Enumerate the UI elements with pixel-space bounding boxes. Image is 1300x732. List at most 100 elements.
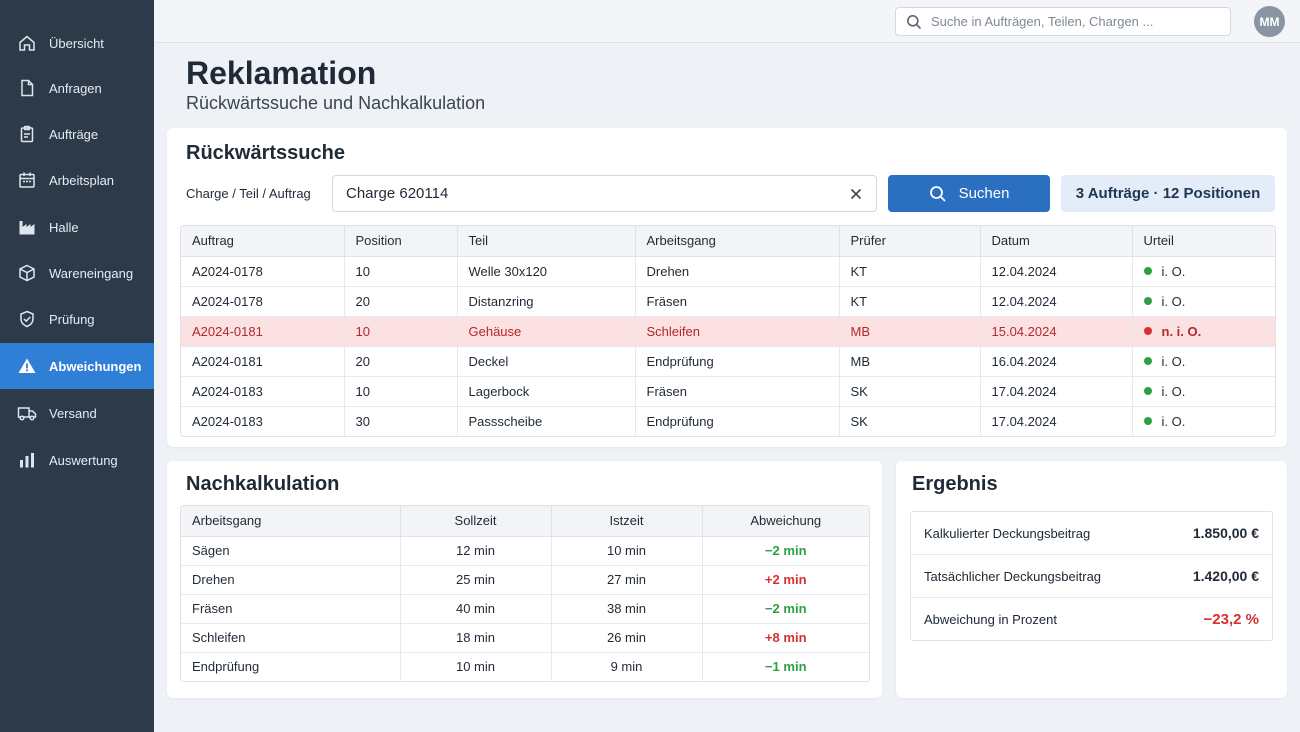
sidebar-item-wareneingang[interactable]: Wareneingang: [0, 250, 154, 296]
result-value: 1.420,00 €: [1192, 568, 1259, 584]
status-dot-ok: [1143, 297, 1152, 306]
avatar[interactable]: MM: [1254, 6, 1285, 37]
sidebar-item-anfragen[interactable]: Anfragen: [0, 65, 154, 111]
cell-operation: Fräsen: [635, 286, 840, 317]
sidebar-item-label: Auswertung: [49, 452, 118, 468]
column-header-part[interactable]: Teil: [457, 226, 636, 257]
clear-icon[interactable]: [848, 186, 864, 202]
table-row[interactable]: A2024-0178 10 Welle 30x120 Drehen KT 12.…: [181, 256, 1275, 287]
cell-date: 17.04.2024: [980, 406, 1133, 436]
cell-order: A2024-0178: [181, 256, 345, 287]
cell-operation: Drehen: [635, 256, 840, 287]
column-header-deviation[interactable]: Abweichung: [702, 506, 869, 537]
cell-date: 12.04.2024: [980, 286, 1133, 317]
table-row[interactable]: A2024-0183 10 Lagerbock Fräsen SK 17.04.…: [181, 376, 1275, 407]
column-header-date[interactable]: Datum: [980, 226, 1133, 257]
table-row[interactable]: Fräsen 40 min 38 min −2 min: [181, 594, 869, 624]
search-field-label: Charge / Teil / Auftrag: [186, 186, 311, 201]
cell-part: Welle 30x120: [457, 256, 636, 287]
column-header-actual-time[interactable]: Istzeit: [551, 506, 703, 537]
sidebar-item-pruefung[interactable]: Prüfung: [0, 296, 154, 342]
cell-order: A2024-0181: [181, 346, 345, 377]
warning-icon: [17, 356, 37, 376]
factory-icon: [17, 217, 37, 237]
cell-inspector: KT: [839, 286, 981, 317]
verdict-label: i. O.: [1161, 383, 1186, 399]
clipboard-icon: [17, 124, 37, 144]
sidebar-item-label: Übersicht: [49, 35, 104, 51]
column-header-position[interactable]: Position: [344, 226, 458, 257]
sidebar-item-label: Halle: [49, 219, 79, 235]
cell-operation: Fräsen: [635, 376, 840, 407]
result-row-deviation-percent: Abweichung in Prozent −23,2 %: [911, 598, 1272, 641]
cell-position: 30: [344, 406, 458, 436]
column-header-operation[interactable]: Arbeitsgang: [635, 226, 840, 257]
verdict-label: i. O.: [1161, 263, 1186, 279]
sidebar-item-label: Anfragen: [49, 80, 102, 96]
cell-planned-time: 40 min: [400, 594, 552, 624]
cell-position: 10: [344, 376, 458, 407]
page-title: Reklamation: [186, 55, 377, 91]
table-row[interactable]: A2024-0183 30 Passscheibe Endprüfung SK …: [181, 406, 1275, 436]
cell-verdict: i. O.: [1132, 376, 1275, 407]
sidebar-item-auswertung[interactable]: Auswertung: [0, 437, 154, 483]
table-row[interactable]: Drehen 25 min 27 min +2 min: [181, 565, 869, 595]
cell-part: Lagerbock: [457, 376, 636, 407]
charge-search-field[interactable]: [332, 175, 877, 212]
cell-position: 10: [344, 256, 458, 287]
calendar-icon: [17, 170, 37, 190]
orders-table-wrapper: Auftrag Position Teil Arbeitsgang Prüfer…: [180, 225, 1276, 437]
cell-order: A2024-0178: [181, 286, 345, 317]
search-button[interactable]: Suchen: [888, 175, 1050, 212]
table-row[interactable]: A2024-0178 20 Distanzring Fräsen KT 12.0…: [181, 286, 1275, 317]
cell-position: 20: [344, 286, 458, 317]
status-dot-ok: [1143, 417, 1152, 426]
cell-order: A2024-0183: [181, 406, 345, 436]
column-header-operation[interactable]: Arbeitsgang: [181, 506, 401, 537]
reverse-search-card: Rückwärtssuche Charge / Teil / Auftrag S…: [167, 128, 1287, 447]
sidebar-item-label: Wareneingang: [49, 265, 134, 281]
cell-order: A2024-0181: [181, 316, 345, 347]
cell-actual-time: 10 min: [551, 536, 703, 566]
cell-planned-time: 18 min: [400, 623, 552, 653]
cell-operation: Fräsen: [181, 594, 401, 624]
page-subtitle: Rückwärtssuche und Nachkalkulation: [186, 93, 486, 113]
result-value: 1.850,00 €: [1192, 525, 1259, 541]
cell-deviation: −1 min: [764, 659, 807, 675]
cell-operation: Endprüfung: [635, 406, 840, 436]
column-header-planned-time[interactable]: Sollzeit: [400, 506, 552, 537]
calculation-card: Nachkalkulation Arbeitsgang Sollzeit Ist…: [167, 461, 882, 698]
result-label: Abweichung in Prozent: [924, 612, 1057, 627]
cell-operation: Sägen: [181, 536, 401, 566]
column-header-verdict[interactable]: Urteil: [1132, 226, 1275, 257]
result-row-calculated-margin: Kalkulierter Deckungsbeitrag 1.850,00 €: [911, 512, 1272, 555]
table-row[interactable]: Endprüfung 10 min 9 min −1 min: [181, 652, 869, 681]
global-search[interactable]: [895, 7, 1231, 36]
cell-actual-time: 9 min: [551, 652, 703, 681]
column-header-inspector[interactable]: Prüfer: [839, 226, 981, 257]
cell-verdict: i. O.: [1132, 286, 1275, 317]
status-dot-fail: [1143, 327, 1152, 336]
table-row[interactable]: Sägen 12 min 10 min −2 min: [181, 536, 869, 566]
sidebar-item-abweichungen[interactable]: Abweichungen: [0, 343, 154, 389]
column-header-order[interactable]: Auftrag: [181, 226, 345, 257]
sidebar-item-label: Prüfung: [49, 311, 95, 327]
global-search-input[interactable]: [931, 14, 1221, 29]
sidebar-item-auftraege[interactable]: Aufträge: [0, 111, 154, 157]
cell-position: 20: [344, 346, 458, 377]
table-row-failed[interactable]: A2024-0181 10 Gehäuse Schleifen MB 15.04…: [181, 316, 1275, 347]
sidebar-item-versand[interactable]: Versand: [0, 390, 154, 436]
charge-search-input[interactable]: [346, 185, 826, 202]
sidebar-item-uebersicht[interactable]: Übersicht: [0, 20, 154, 66]
sidebar-item-arbeitsplan[interactable]: Arbeitsplan: [0, 157, 154, 203]
cell-inspector: SK: [839, 376, 981, 407]
search-icon: [907, 14, 922, 29]
table-row[interactable]: Schleifen 18 min 26 min +8 min: [181, 623, 869, 653]
verdict-label: i. O.: [1161, 413, 1186, 429]
cell-planned-time: 10 min: [400, 652, 552, 681]
cell-order: A2024-0183: [181, 376, 345, 407]
sidebar-item-halle[interactable]: Halle: [0, 204, 154, 250]
cell-part: Deckel: [457, 346, 636, 377]
table-row[interactable]: A2024-0181 20 Deckel Endprüfung MB 16.04…: [181, 346, 1275, 377]
result-title: Ergebnis: [912, 473, 998, 495]
